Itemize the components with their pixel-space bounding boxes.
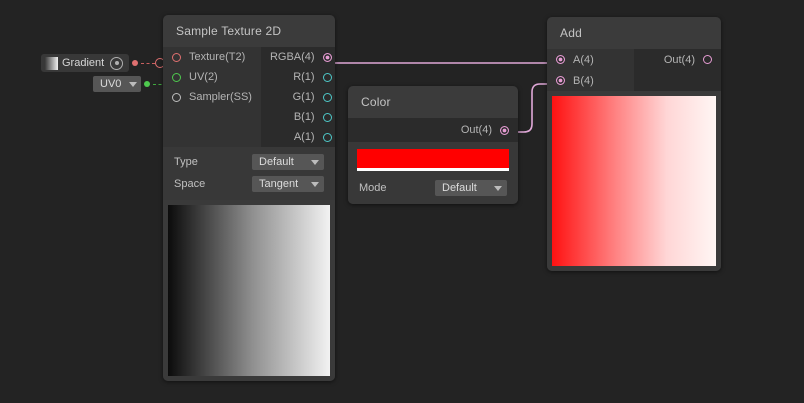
port-b4[interactable]: B(4)	[547, 70, 634, 91]
port-sampler[interactable]: Sampler(SS)	[163, 87, 261, 107]
port-dot-uv[interactable]	[172, 72, 181, 82]
port-texture[interactable]: Texture(T2)	[163, 47, 261, 67]
gradient-pill[interactable]: Gradient	[41, 54, 130, 72]
ports-sample-texture-2d: Texture(T2) UV(2) Sampler(SS) RGBA(4)	[163, 47, 335, 147]
control-mode: Mode Default	[348, 177, 518, 199]
port-label-add-out: Out(4)	[663, 53, 695, 66]
port-a[interactable]: A(1)	[261, 127, 335, 147]
node-add[interactable]: Add A(4) B(4) Out(4)	[547, 17, 721, 271]
port-dot-rgba[interactable]	[322, 52, 332, 62]
controls-color: Mode Default	[348, 171, 518, 204]
output-ports-column: RGBA(4) R(1) G(1) B(1)	[260, 47, 335, 147]
node-title-sample-texture-2d: Sample Texture 2D	[163, 15, 335, 47]
port-spacer	[634, 70, 721, 91]
port-label-a4: A(4)	[573, 53, 594, 66]
port-label-g: G(1)	[292, 91, 315, 103]
port-a4[interactable]: A(4)	[547, 49, 634, 70]
uv0-dashed-link	[153, 83, 168, 85]
ports-color: Out(4)	[348, 118, 518, 142]
chevron-down-icon	[494, 185, 502, 191]
port-label-a: A(1)	[293, 131, 315, 143]
port-dot-b4[interactable]	[556, 76, 565, 85]
port-rgba[interactable]: RGBA(4)	[261, 47, 335, 67]
target-picker-icon[interactable]	[110, 56, 124, 70]
dropdown-value-type: Default	[259, 156, 294, 168]
preview-image-red-gradient	[552, 96, 716, 266]
color-alpha-bar	[357, 168, 509, 171]
gradient-dashed-link	[141, 62, 156, 64]
control-label-space: Space	[174, 178, 206, 190]
preview-image-grayscale-gradient	[168, 205, 330, 376]
port-dot-b[interactable]	[322, 112, 332, 122]
chevron-down-icon	[311, 159, 319, 165]
dropdown-value-space: Tangent	[259, 178, 299, 190]
port-g[interactable]: G(1)	[261, 87, 335, 107]
port-dot-r[interactable]	[322, 72, 332, 82]
node-title-add: Add	[547, 17, 721, 49]
ports-add: A(4) B(4) Out(4)	[547, 49, 721, 91]
port-uv[interactable]: UV(2)	[163, 67, 261, 87]
color-swatch[interactable]	[357, 149, 509, 168]
color-swatch-wrap[interactable]	[348, 142, 518, 171]
port-label-rgba: RGBA(4)	[269, 51, 315, 63]
port-dot-texture[interactable]	[172, 52, 181, 62]
port-label-texture: Texture(T2)	[189, 51, 246, 63]
preview-sample-texture-2d[interactable]	[163, 200, 335, 381]
gradient-label: Gradient	[62, 57, 105, 69]
port-b[interactable]: B(1)	[261, 107, 335, 127]
output-ports-column-add: Out(4)	[634, 49, 721, 91]
port-dot-sampler[interactable]	[172, 92, 181, 102]
node-sample-texture-2d[interactable]: Sample Texture 2D Texture(T2) UV(2) Samp…	[163, 15, 335, 381]
property-uv0[interactable]: UV0	[93, 76, 178, 92]
port-label-b4: B(4)	[573, 74, 594, 87]
uv0-source-dot	[144, 81, 151, 87]
node-title-color: Color	[348, 86, 518, 118]
port-dot-color-out[interactable]	[500, 125, 509, 135]
chevron-down-icon	[311, 181, 319, 187]
port-label-r: R(1)	[293, 71, 315, 83]
port-label-color-out: Out(4)	[460, 124, 492, 136]
port-label-b: B(1)	[293, 111, 315, 123]
port-dot-g[interactable]	[322, 92, 332, 102]
port-label-uv: UV(2)	[189, 71, 218, 83]
dropdown-value-mode: Default	[442, 182, 477, 194]
port-dot-add-out[interactable]	[703, 55, 712, 64]
node-color[interactable]: Color Out(4) Mode Default	[348, 86, 518, 204]
dropdown-space[interactable]: Tangent	[252, 176, 324, 192]
port-r[interactable]: R(1)	[261, 67, 335, 87]
property-gradient[interactable]: Gradient	[41, 54, 166, 72]
control-label-mode: Mode	[359, 182, 387, 194]
port-add-out[interactable]: Out(4)	[634, 49, 721, 70]
port-color-out[interactable]: Out(4)	[348, 118, 518, 142]
input-ports-column: Texture(T2) UV(2) Sampler(SS)	[163, 47, 261, 147]
controls-sample-texture-2d: Type Default Space Tangent	[163, 147, 335, 200]
input-ports-column-add: A(4) B(4)	[547, 49, 634, 91]
gradient-source-dot	[132, 60, 139, 66]
control-label-type: Type	[174, 156, 198, 168]
uv0-label: UV0	[100, 78, 122, 90]
dropdown-type[interactable]: Default	[252, 154, 324, 170]
control-type: Type Default	[163, 151, 335, 173]
dropdown-mode[interactable]: Default	[435, 180, 507, 196]
gradient-swatch-icon	[45, 56, 58, 70]
control-space: Space Tangent	[163, 173, 335, 195]
port-label-sampler: Sampler(SS)	[189, 91, 252, 103]
chevron-down-icon	[129, 81, 138, 87]
preview-add[interactable]	[547, 91, 721, 271]
port-dot-a[interactable]	[322, 132, 332, 142]
port-dot-a4[interactable]	[556, 55, 565, 64]
uv0-dropdown[interactable]: UV0	[93, 76, 142, 92]
